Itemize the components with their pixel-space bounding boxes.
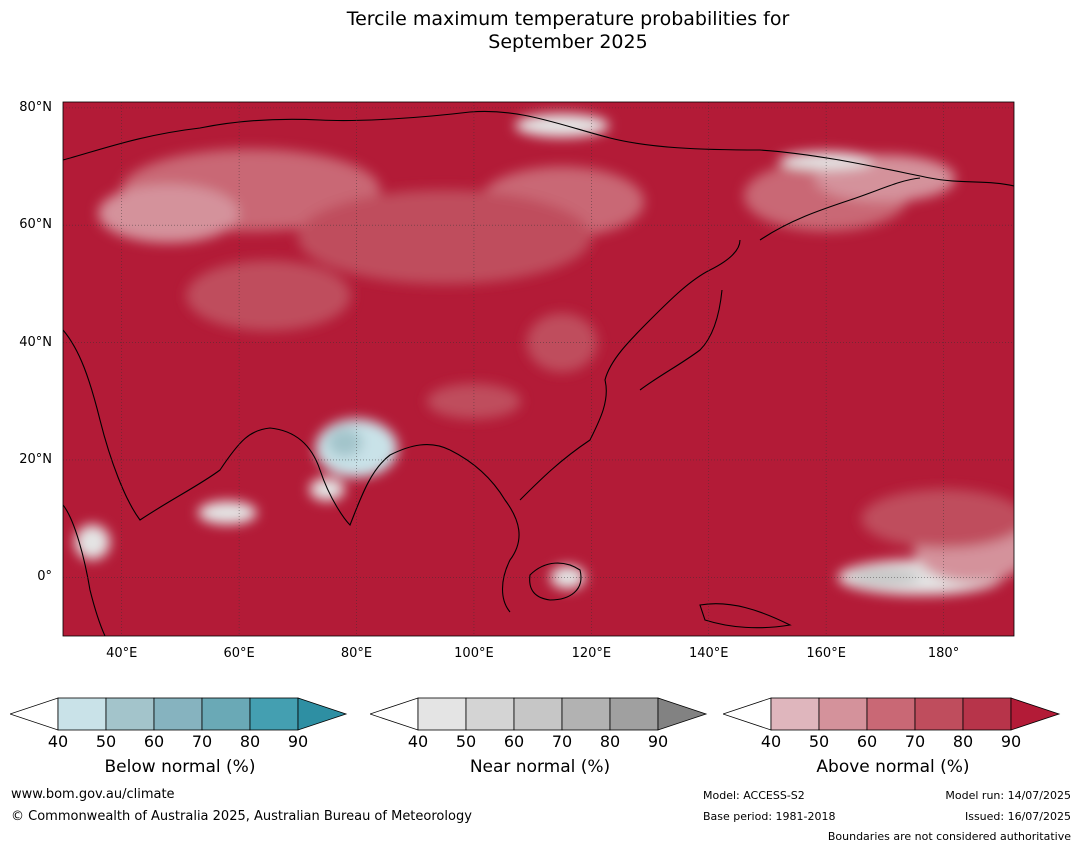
legend-title-below-normal: Below normal (%) bbox=[104, 757, 256, 777]
longitude-label: 40°E bbox=[106, 646, 138, 661]
probability-region-near-40 bbox=[74, 524, 110, 560]
colorbar-extend-low bbox=[723, 697, 772, 731]
colorbar-above-normal bbox=[723, 697, 1061, 731]
colorbar-segment bbox=[465, 697, 515, 731]
colorbar-segment bbox=[417, 697, 467, 731]
colorbar-tick-label: 60 bbox=[503, 732, 525, 751]
longitude-label: 80°E bbox=[340, 646, 373, 661]
title-line-1: Tercile maximum temperature probabilitie… bbox=[346, 8, 790, 30]
probability-region-above-70 bbox=[297, 190, 592, 284]
colorbar-segment bbox=[770, 697, 820, 731]
colorbar-tick-label: 80 bbox=[952, 732, 974, 751]
colorbar-below-normal bbox=[10, 697, 348, 731]
coastline-kamchatka bbox=[759, 177, 921, 241]
longitude-label: 120°E bbox=[571, 646, 612, 661]
colorbar-tick-label: 90 bbox=[647, 732, 669, 751]
coastline-japan bbox=[639, 289, 723, 391]
probability-region-below-50 bbox=[327, 427, 363, 458]
probability-region-above-70 bbox=[186, 260, 351, 331]
colorbar-segment bbox=[561, 697, 611, 731]
colorbar-segment bbox=[609, 697, 659, 731]
issued-text: Issued: 16/07/2025 bbox=[964, 810, 1071, 823]
colorbar-tick-label: 50 bbox=[808, 732, 830, 751]
legend-title-near-normal: Near normal (%) bbox=[469, 757, 611, 777]
longitude-label: 140°E bbox=[688, 646, 729, 661]
colorbar-segment bbox=[914, 697, 964, 731]
model-run-text: Model run: 14/07/2025 bbox=[945, 789, 1071, 802]
latitude-label: 60°N bbox=[19, 217, 52, 233]
colorbar-tick-label: 60 bbox=[143, 732, 165, 751]
coastline-borneo bbox=[529, 562, 582, 601]
base-period-text: Base period: 1981-2018 bbox=[703, 810, 836, 823]
colorbar-segment bbox=[201, 697, 251, 731]
title-line-2: September 2025 bbox=[488, 31, 648, 53]
probability-region-near-40 bbox=[779, 151, 874, 170]
chart-title: Tercile maximum temperature probabilitie… bbox=[0, 8, 1081, 54]
colorbar-tick-label: 90 bbox=[287, 732, 309, 751]
longitude-label: 180° bbox=[927, 646, 960, 661]
probability-region-above-50 bbox=[98, 184, 240, 243]
coastlines bbox=[63, 110, 1014, 636]
colorbar-extend-high bbox=[657, 697, 708, 731]
disclaimer-text: Boundaries are not considered authoritat… bbox=[827, 830, 1071, 843]
coastline-arctic bbox=[63, 110, 1014, 187]
colorbar-tick-label: 80 bbox=[239, 732, 261, 751]
probability-region-above-70 bbox=[861, 489, 1014, 548]
colorbar-tick-label: 40 bbox=[760, 732, 782, 751]
colorbar-segment bbox=[153, 697, 203, 731]
legend-above-normal: 40 50 60 70 80 90 Above normal (%) bbox=[723, 690, 1063, 790]
colorbar-segment bbox=[962, 697, 1012, 731]
probability-region-near-40 bbox=[198, 501, 257, 525]
colorbar-segment bbox=[513, 697, 563, 731]
colorbar-segment bbox=[249, 697, 299, 731]
gridlines bbox=[63, 102, 1014, 636]
colorbar-segment bbox=[818, 697, 868, 731]
map-frame bbox=[62, 101, 1015, 637]
latitude-label: 40°N bbox=[19, 334, 52, 350]
colorbar-tick-label: 50 bbox=[95, 732, 117, 751]
colorbar-segment bbox=[866, 697, 916, 731]
colorbar-extend-low bbox=[370, 697, 419, 731]
colorbar-tick-label: 40 bbox=[407, 732, 429, 751]
colorbar-tick-label: 70 bbox=[191, 732, 213, 751]
colorbar-tick-label: 90 bbox=[1000, 732, 1022, 751]
latitude-label: 80°N bbox=[19, 99, 52, 115]
colorbar-extend-high bbox=[1010, 697, 1061, 731]
coastline-new-guinea bbox=[699, 603, 792, 629]
colorbar-near-normal bbox=[370, 697, 708, 731]
colorbar-tick-label: 70 bbox=[904, 732, 926, 751]
coastline-southeast-asia bbox=[449, 449, 520, 613]
copyright-text: © Commonwealth of Australia 2025, Austra… bbox=[11, 809, 472, 824]
colorbar-segment bbox=[57, 697, 107, 731]
probability-region-above-70 bbox=[426, 383, 521, 419]
colorbar-tick-label: 70 bbox=[551, 732, 573, 751]
longitude-label: 100°E bbox=[454, 646, 494, 661]
legend-title-above-normal: Above normal (%) bbox=[816, 757, 970, 777]
latitude-label: 0° bbox=[37, 569, 52, 585]
colorbar-extend-high bbox=[297, 697, 348, 731]
colorbar-tick-label: 80 bbox=[599, 732, 621, 751]
colorbar-tick-label: 60 bbox=[856, 732, 878, 751]
legend-near-normal: 40 50 60 70 80 90 Near normal (%) bbox=[370, 690, 710, 790]
colorbar-tick-label: 50 bbox=[455, 732, 477, 751]
longitude-label: 60°E bbox=[223, 646, 255, 661]
legend-below-normal: 40 50 60 70 80 90 Below normal (%) bbox=[10, 690, 350, 790]
coastline-arabia-india bbox=[63, 329, 451, 526]
model-text: Model: ACCESS-S2 bbox=[703, 789, 805, 802]
latitude-label: 20°N bbox=[19, 451, 52, 467]
coastline-africa bbox=[63, 504, 106, 636]
longitude-label: 160°E bbox=[806, 646, 846, 661]
colorbar-extend-low bbox=[10, 697, 59, 731]
map bbox=[62, 101, 1015, 637]
colorbar-tick-label: 40 bbox=[47, 732, 69, 751]
coastline-china-korea bbox=[519, 239, 741, 501]
probability-region-near-60 bbox=[849, 568, 921, 587]
website-link[interactable]: www.bom.gov.au/climate bbox=[11, 787, 175, 802]
colorbar-segment bbox=[105, 697, 155, 731]
